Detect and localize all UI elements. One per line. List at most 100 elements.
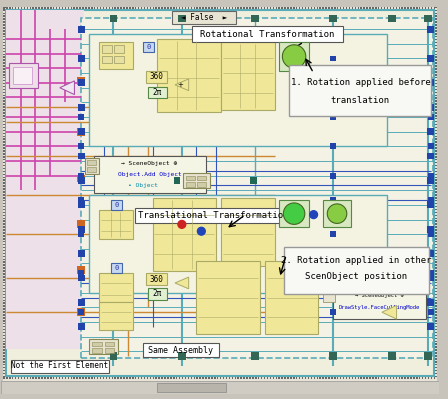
Bar <box>179 7 181 10</box>
Bar <box>434 332 437 333</box>
Bar <box>3 144 6 146</box>
Bar <box>94 7 95 10</box>
Bar <box>323 376 324 379</box>
Bar <box>173 7 175 10</box>
Bar <box>35 7 37 10</box>
Bar <box>428 7 429 10</box>
Bar <box>434 291 437 292</box>
Bar <box>3 238 6 239</box>
Bar <box>112 376 113 379</box>
Bar <box>132 376 134 379</box>
Bar <box>3 300 6 301</box>
Bar <box>246 376 248 379</box>
Bar <box>3 103 6 105</box>
Circle shape <box>178 221 186 228</box>
Bar <box>328 7 330 10</box>
Bar <box>317 376 318 379</box>
Bar <box>155 7 157 10</box>
Bar <box>221 198 275 267</box>
Bar <box>366 376 368 379</box>
Bar <box>188 7 189 10</box>
Bar <box>3 352 6 354</box>
Bar <box>3 74 6 75</box>
Bar <box>121 7 122 10</box>
Bar <box>434 144 437 146</box>
Bar <box>220 376 221 379</box>
Bar <box>434 7 437 8</box>
Bar <box>434 7 435 10</box>
Bar <box>232 7 233 10</box>
Bar <box>217 7 219 10</box>
Bar <box>232 376 233 379</box>
Bar <box>123 7 125 10</box>
Bar <box>427 26 434 33</box>
Bar <box>173 177 181 184</box>
Bar <box>62 7 63 10</box>
Bar <box>361 7 362 10</box>
Bar <box>434 22 437 23</box>
Bar <box>11 360 108 373</box>
Bar <box>428 143 434 149</box>
Bar <box>217 376 219 379</box>
Bar <box>110 14 117 22</box>
Bar <box>330 197 336 203</box>
Bar <box>126 7 128 10</box>
Bar <box>3 311 6 313</box>
Bar <box>3 302 6 304</box>
Bar <box>3 261 6 263</box>
Bar <box>434 97 437 99</box>
Bar <box>284 7 286 10</box>
Bar <box>427 324 434 330</box>
Bar <box>78 104 85 111</box>
Bar <box>150 376 151 379</box>
Bar <box>3 346 6 348</box>
Bar <box>355 7 356 10</box>
Bar <box>308 7 309 10</box>
Bar <box>178 352 186 360</box>
Bar <box>223 376 224 379</box>
Bar <box>148 87 167 99</box>
Bar <box>434 273 437 275</box>
Bar <box>334 376 336 379</box>
Bar <box>3 203 6 204</box>
Bar <box>434 209 437 210</box>
Bar <box>183 173 210 188</box>
Bar <box>3 188 6 190</box>
Bar <box>87 167 96 172</box>
Bar <box>434 250 437 251</box>
Bar <box>434 71 437 73</box>
Bar <box>372 7 374 10</box>
Bar <box>3 182 6 184</box>
Bar <box>3 42 6 43</box>
Bar <box>78 175 85 182</box>
Bar <box>159 376 160 379</box>
Bar <box>3 51 6 52</box>
Bar <box>434 376 435 379</box>
Bar <box>3 168 6 169</box>
Bar <box>401 7 403 10</box>
Bar <box>105 348 115 353</box>
Bar <box>434 326 437 327</box>
Bar <box>434 162 437 163</box>
Bar <box>56 7 57 10</box>
Bar <box>425 7 426 10</box>
Bar <box>194 7 195 10</box>
Circle shape <box>327 204 347 223</box>
Bar <box>434 364 437 365</box>
Bar <box>3 132 6 134</box>
Bar <box>361 376 362 379</box>
Bar <box>434 267 437 269</box>
Bar <box>434 341 437 342</box>
Bar <box>422 376 423 379</box>
Bar <box>428 270 434 276</box>
Bar <box>102 45 112 53</box>
Bar <box>317 7 318 10</box>
Bar <box>296 7 297 10</box>
Bar <box>3 291 6 292</box>
Bar <box>434 171 437 172</box>
Bar <box>399 7 400 10</box>
Text: translation: translation <box>331 96 390 105</box>
Bar <box>434 317 437 318</box>
Bar <box>199 376 201 379</box>
Bar <box>319 7 321 10</box>
